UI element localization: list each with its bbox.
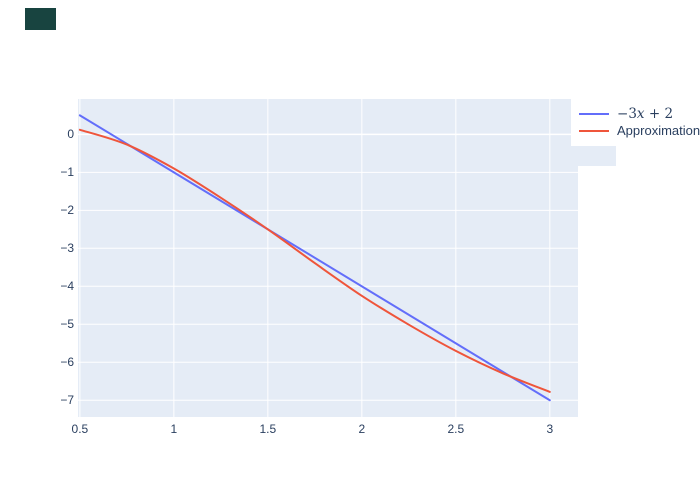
legend[interactable]: −3x + 2 Approximation — [571, 97, 700, 147]
corner-badge — [25, 8, 56, 30]
y-tick-label: −5 — [60, 317, 74, 332]
y-tick-label: 0 — [67, 127, 74, 142]
legend-label: Approximation — [617, 123, 700, 138]
legend-item-linear[interactable]: −3x + 2 — [579, 105, 700, 122]
legend-item-approximation[interactable]: Approximation — [579, 122, 700, 139]
x-tick-label: 2.5 — [447, 422, 465, 436]
legend-label: −3x + 2 — [617, 105, 674, 122]
x-tick-label: 3 — [546, 422, 554, 436]
line-series-approximation[interactable] — [78, 128, 551, 393]
line-series-linear[interactable] — [78, 114, 551, 402]
x-tick-label: 2 — [358, 422, 366, 436]
x-tick-label: 1 — [170, 422, 178, 436]
y-tick-label: −2 — [60, 203, 74, 218]
x-tick-label: 1.5 — [259, 422, 277, 436]
legend-math-artifact — [571, 146, 616, 166]
y-tick-label: −3 — [60, 241, 74, 256]
plot-area[interactable] — [78, 99, 578, 417]
y-tick-label: −6 — [60, 355, 74, 370]
legend-line-sample — [579, 129, 609, 132]
y-tick-label: −4 — [60, 279, 74, 294]
y-tick-label: −7 — [60, 393, 74, 408]
y-tick-label: −1 — [60, 165, 74, 180]
legend-line-sample — [579, 112, 609, 115]
x-tick-label: 0.5 — [71, 422, 89, 436]
